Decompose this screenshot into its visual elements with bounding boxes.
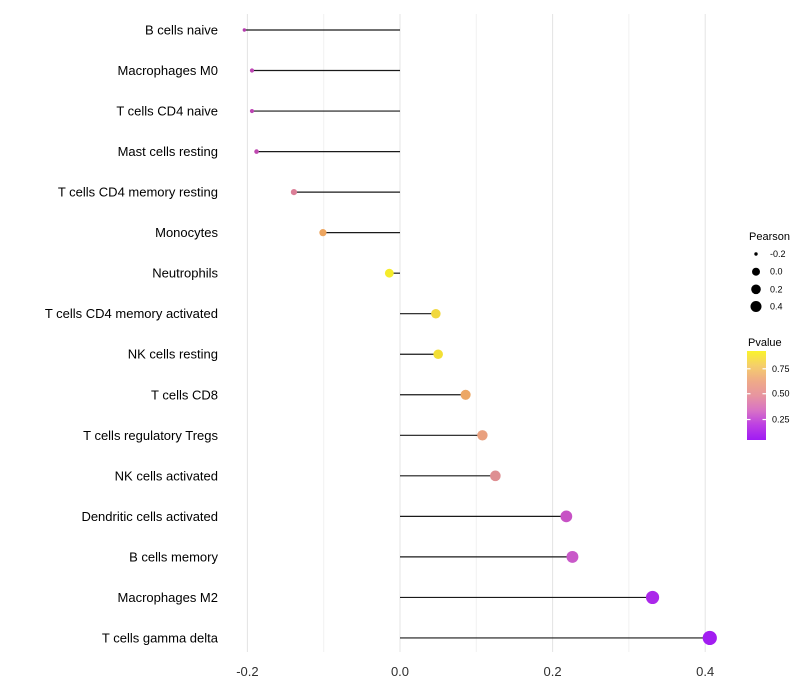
data-point	[249, 68, 255, 73]
x-tick-label: 0.0	[391, 664, 409, 679]
data-point	[477, 430, 488, 441]
legend-color-label: 0.75	[772, 364, 790, 374]
lollipop-dots	[242, 28, 717, 646]
legend-size-label: 0.2	[770, 284, 783, 294]
data-point	[319, 229, 327, 237]
legend-color-label: 0.50	[772, 389, 790, 399]
category-label: Mast cells resting	[118, 144, 218, 159]
legend-color-ticks: 0.75 0.50 0.25	[747, 364, 790, 425]
legend-color-title: Pvalue	[748, 337, 782, 349]
category-label: Monocytes	[155, 225, 218, 240]
data-point	[431, 308, 441, 319]
legend-size-dot	[752, 267, 760, 276]
legend-size-dot	[751, 284, 761, 295]
category-label: T cells CD4 naive	[116, 104, 218, 119]
gradient-tick	[747, 418, 751, 421]
legend-size-dot	[750, 301, 762, 312]
category-label: Dendritic cells activated	[81, 509, 218, 524]
data-point	[490, 470, 501, 482]
category-label: B cells naive	[145, 23, 218, 38]
gridlines	[246, 14, 706, 652]
gradient-tick	[747, 393, 751, 395]
legend-size-label: -0.2	[770, 249, 786, 259]
legend-size-dot	[754, 252, 758, 256]
data-point	[433, 349, 443, 360]
legend-color-label: 0.25	[772, 415, 790, 425]
category-label: Macrophages M2	[118, 590, 218, 605]
lollipop-stems	[244, 29, 710, 639]
gradient-tick	[762, 393, 766, 395]
category-label: T cells CD4 memory resting	[58, 185, 218, 200]
data-point	[702, 630, 717, 646]
category-label: T cells CD8	[151, 387, 218, 402]
data-point	[560, 510, 573, 523]
legend-size-title: Pearson	[749, 231, 790, 243]
gradient-tick	[762, 368, 766, 370]
x-tick-label: 0.2	[544, 664, 562, 679]
data-point	[645, 590, 660, 605]
legend-size-label: 0.4	[770, 302, 783, 312]
x-axis-tick-labels: -0.2 0.0 0.2 0.4	[236, 664, 714, 679]
legend-size-entries: -0.2 0.0 0.2 0.4	[750, 249, 786, 312]
legend-size-label: 0.0	[770, 267, 783, 277]
category-label: T cells CD4 memory activated	[45, 306, 218, 321]
gradient-tick	[762, 418, 766, 421]
category-label: Macrophages M0	[118, 63, 218, 78]
category-label: T cells regulatory Tregs	[83, 428, 218, 443]
data-point	[254, 149, 259, 154]
x-tick-label: -0.2	[236, 664, 258, 679]
category-label: NK cells activated	[115, 468, 218, 483]
data-point	[249, 108, 255, 114]
data-point	[242, 28, 247, 32]
data-point	[460, 389, 471, 400]
data-point	[290, 189, 298, 196]
data-point	[566, 550, 579, 563]
pvalue-gradient-bar	[747, 351, 766, 440]
x-tick-label: 0.4	[696, 664, 714, 679]
category-label: T cells gamma delta	[102, 630, 219, 645]
category-label: NK cells resting	[128, 347, 218, 362]
category-label: Neutrophils	[152, 266, 218, 281]
gradient-tick	[747, 368, 751, 370]
category-labels: B cells naive Macrophages M0 T cells CD4 n…	[45, 23, 219, 646]
legend: Pearson -0.2 0.0 0.2 0.4 Pvalue 0.75 0.50 0.2…	[747, 231, 790, 440]
data-point	[384, 268, 394, 278]
category-label: B cells memory	[129, 549, 218, 564]
